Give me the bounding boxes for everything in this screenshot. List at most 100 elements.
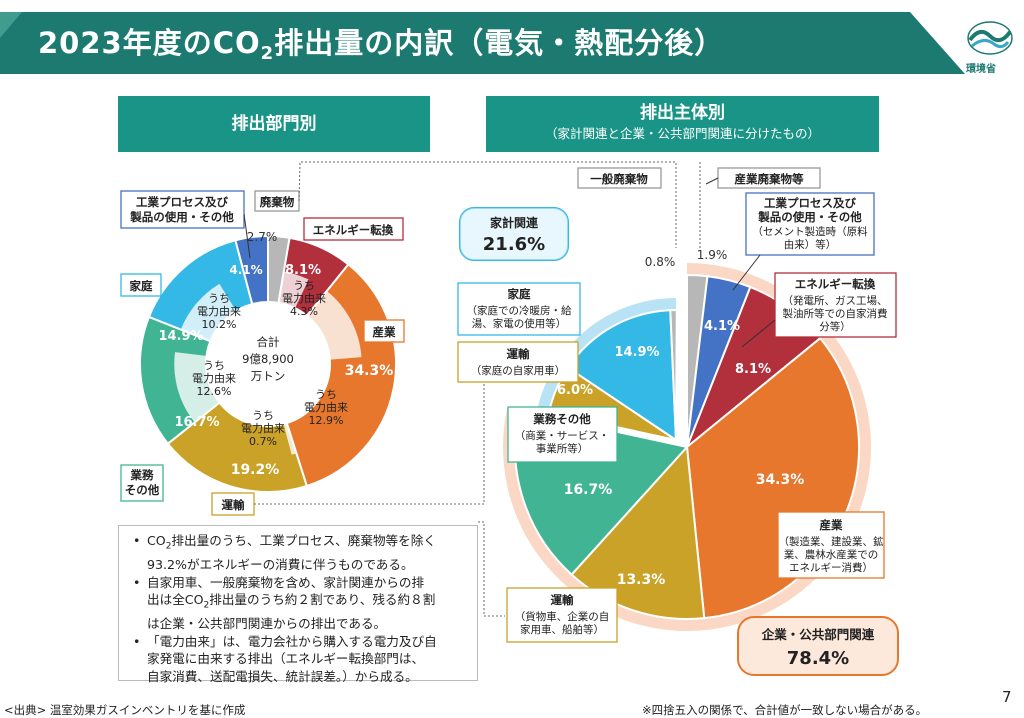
dotted-connector	[478, 521, 505, 617]
callout-detail: 事業所等）	[536, 442, 589, 455]
note-3: 「電力由来」は、電力会社から購入する電力及び自家発電に由来する排出（エネルギー転…	[133, 633, 469, 686]
callout-household	[120, 273, 162, 297]
leader-industrial-process-right	[732, 254, 761, 291]
note-2: 自家用車、一般廃棄物を含め、家計関連からの排出は全CO2排出量のうち約２割であり…	[133, 574, 469, 633]
pie-slice	[570, 444, 706, 620]
slice-value-label: 34.3%	[756, 472, 805, 488]
callout-detail: （発電所、ガス工場、	[783, 294, 888, 307]
callout-text: 家庭	[130, 279, 153, 293]
slice-value-label: 1.9%	[697, 248, 728, 262]
callout-text: 業務その他	[532, 412, 591, 426]
callout-detail: （商業・サービス・	[515, 429, 610, 442]
electricity-value-label: 電力由来	[282, 291, 326, 305]
electricity-value-label: うち	[252, 409, 274, 422]
callout-text: エネルギー転換	[313, 223, 394, 237]
callout-home-transport	[457, 341, 579, 383]
callout-text: 産業	[373, 325, 396, 339]
slice-value-label: 16.7%	[564, 482, 613, 498]
slice-value-label: 13.3%	[617, 572, 666, 588]
title-banner	[0, 12, 965, 74]
household-total-value: 21.6%	[483, 234, 545, 255]
slice-value-label: 2.7%	[247, 230, 278, 244]
callout-text: 家庭	[508, 287, 531, 301]
page-title: 2023年度のCO2排出量の内訳（電気・熱配分後）	[38, 26, 725, 64]
callout-commercial	[120, 464, 164, 502]
source-note: <出典> 温室効果ガスインベントリを基に作成	[4, 703, 246, 717]
note-1: CO2排出量のうち、工業プロセス、廃棄物等を除く93.2%がエネルギーの消費に伴…	[133, 532, 469, 574]
right-section-header: 排出主体別 （家計関連と企業・公共部門関連に分けたもの）	[486, 96, 879, 152]
callout-text: 一般廃棄物	[590, 172, 648, 186]
callout-detail: 家用車、船舶等）	[520, 623, 604, 636]
callout-detail: 分等）	[819, 320, 851, 333]
corporate-total-badge	[737, 616, 899, 676]
slice-value-label: 14.9%	[614, 345, 659, 360]
slice-value-label: 16.7%	[174, 415, 219, 430]
corporate-total-label: 企業・公共部門関連	[761, 627, 875, 642]
electricity-value-label: 0.7%	[249, 435, 277, 448]
slice-value-label: 8.1%	[735, 362, 771, 377]
callout-detail: 湯、家電の使用等）	[472, 317, 567, 330]
logo-text: 環境省	[966, 64, 996, 75]
callout-detail: （セメント製造時（原料	[752, 225, 868, 238]
slice-value-label: 6.0%	[557, 383, 593, 398]
pie-slice	[669, 309, 678, 441]
callout-energy	[303, 217, 404, 241]
slice-value-label: 19.2%	[231, 462, 280, 478]
household-total-fill	[460, 208, 568, 260]
electricity-value-label: うち	[208, 292, 230, 305]
callout-text: 製品の使用・その他	[129, 210, 234, 224]
slice-value-label: 4.1%	[229, 263, 262, 277]
right-header-title: 排出主体別	[640, 103, 725, 123]
electricity-value-label: うち	[293, 279, 315, 292]
electricity-subslice	[174, 352, 221, 423]
electricity-value-label: 12.6%	[197, 385, 232, 398]
callout-text: 工業プロセス及び	[764, 196, 856, 210]
callout-text: 運輸	[507, 347, 530, 361]
callout-text: 産業	[820, 518, 843, 532]
callout-detail: エネルギー消費）	[789, 561, 873, 574]
callout-layer: 工業プロセス及び製品の使用・その他廃棄物エネルギー転換家庭産業業務その他運輸一般…	[120, 161, 899, 676]
electricity-value-label: 10.2%	[202, 318, 237, 331]
callout-text: その他	[125, 483, 160, 497]
electricity-value-label: 電力由来	[192, 371, 236, 385]
corporate-total-value: 78.4%	[787, 648, 849, 669]
callout-text: 運輸	[551, 593, 574, 607]
left-section-header: 排出部門別	[118, 96, 430, 152]
callout-detail: 業、農林水産業での	[784, 548, 879, 561]
electricity-value-label: 電力由来	[197, 304, 241, 318]
electricity-value-label: 12.9%	[309, 414, 344, 427]
electricity-value-label: 電力由来	[304, 400, 348, 414]
slice-value-label: 34.3%	[345, 363, 394, 379]
callout-industry	[363, 319, 405, 343]
right-header-subtitle: （家計関連と企業・公共部門関連に分けたもの）	[544, 126, 820, 141]
callout-detail: （貨物車、企業の自	[515, 610, 610, 623]
callout-text: 廃棄物	[260, 195, 295, 209]
donut-hole	[206, 302, 330, 426]
slice-value-label: 14.9%	[158, 329, 203, 344]
electricity-value-label: 電力由来	[241, 421, 285, 435]
slice-value-label: 0.8%	[645, 255, 676, 269]
callout-energy-right	[774, 272, 897, 338]
callout-freight	[506, 587, 618, 643]
electricity-subslice	[305, 290, 362, 360]
callout-text: 業務	[130, 468, 154, 482]
electricity-value-label: うち	[315, 388, 337, 401]
callout-detail: （家庭の自家用車）	[471, 364, 566, 377]
ministry-logo-icon	[967, 21, 1013, 55]
slice-value-label: 8.1%	[285, 263, 321, 278]
callout-detail: 由来）等）	[784, 238, 837, 251]
leader-industrial-waste	[705, 177, 719, 185]
callout-industrial-process-right	[745, 192, 875, 256]
leader-energy-right	[741, 319, 776, 348]
callout-text: エネルギー転換	[795, 277, 876, 291]
callout-general-waste	[577, 167, 662, 189]
leader-industrial-process	[243, 213, 251, 259]
center-total-label: 9億8,900	[242, 352, 294, 366]
callout-text: 工業プロセス及び	[136, 195, 228, 209]
center-total-label: 万トン	[251, 369, 286, 383]
callout-detail: 製油所等での自家消費	[783, 307, 888, 320]
callout-industrial-process	[120, 190, 245, 229]
page-number: 7	[1002, 688, 1012, 706]
electricity-value-label: 4.3%	[290, 305, 318, 318]
